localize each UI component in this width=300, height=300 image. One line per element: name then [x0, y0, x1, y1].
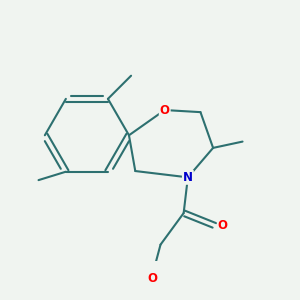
Text: O: O — [147, 272, 157, 285]
Text: O: O — [218, 219, 228, 232]
Text: N: N — [183, 171, 193, 184]
Text: O: O — [160, 103, 170, 116]
